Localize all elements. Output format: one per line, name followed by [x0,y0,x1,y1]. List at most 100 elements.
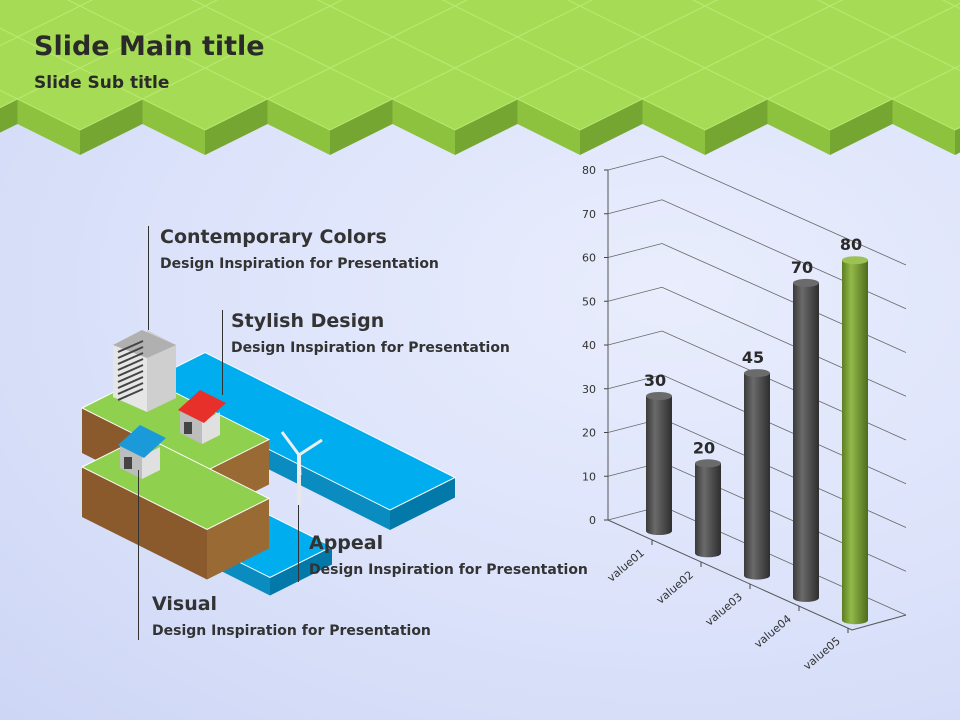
gridline [607,330,907,441]
tile-side [892,99,955,155]
tile-side [267,99,330,155]
water-tile-right [270,546,332,596]
building-window [117,346,144,359]
y-tick-label: 30 [582,383,596,396]
bar-value01 [646,396,672,535]
grass-tile-right [207,498,269,580]
y-tick-label: 50 [582,295,596,308]
tile-side [80,99,143,155]
tile-side [767,99,830,155]
tile-top [691,0,719,7]
tile-side [830,99,893,155]
building-window [117,364,144,377]
tile-side [642,99,705,155]
tile-side [17,99,80,155]
tile-side [955,127,960,155]
tile-side [705,99,768,155]
bar-top-value05 [842,256,868,265]
bar-top-value03 [744,369,770,378]
tile-top [953,64,960,72]
building-window [117,340,144,353]
x-tick-label: value01 [605,546,647,584]
feature-text: Design Inspiration for Presentation [231,340,510,356]
water-tile-top [138,351,457,511]
x-tick-label: value03 [703,590,745,628]
slide-title: Slide Main title [34,31,265,62]
data-label: 30 [644,371,666,390]
y-tick-label: 70 [582,208,596,221]
gridline [607,286,907,397]
tile-top [316,0,344,7]
x-tick-label: value05 [801,634,843,672]
y-tick-label: 60 [582,252,596,265]
feature-title: Appeal [309,532,384,554]
wind-turbine-tower [297,455,301,505]
data-label: 70 [791,258,813,277]
gridline [607,243,907,353]
gridline [607,199,907,310]
wind-turbine-blade [298,438,323,457]
y-tick-label: 0 [589,514,596,527]
feature-title: Contemporary Colors [160,226,387,248]
tile-side [392,99,455,155]
bar-top-value02 [695,459,721,468]
feature-text: Design Inspiration for Presentation [160,256,439,272]
x-tick-label: value02 [654,568,696,606]
building-window [117,370,144,383]
tile-top [816,0,844,7]
red-house-roof [178,390,226,423]
feature-text: Design Inspiration for Presentation [152,623,431,639]
tile-side [0,99,18,133]
feature-text: Design Inspiration for Presentation [309,562,588,578]
tile-top [953,2,960,10]
callout-line [222,310,223,395]
tile-side [517,99,580,155]
bar-value04 [793,282,819,602]
blue-house-door [124,457,132,469]
tile-side [580,99,643,155]
gridline [607,155,907,266]
building-window [117,388,144,401]
tile-top [941,0,960,7]
wind-turbine-blade [280,431,301,456]
tile-top [891,67,960,131]
x-tick-label: value04 [752,612,794,650]
callout-line [138,470,139,640]
y-tick-label: 80 [582,164,596,177]
building-window [117,382,144,395]
bar-value05 [842,260,868,625]
tile-side [330,99,393,155]
tile-side [455,99,518,155]
header-tile-pattern [0,0,960,155]
tile-top [566,0,594,7]
y-tick-label: 20 [582,427,596,440]
water-tile-right [390,477,455,530]
tile-top [191,0,219,7]
y-tick-label: 40 [582,339,596,352]
data-label: 45 [742,348,764,367]
tile-top [66,0,94,7]
bar-top-value01 [646,392,672,400]
feature-title: Visual [152,593,218,615]
building-roof [113,330,176,358]
grass-tile-left [82,467,207,580]
red-house-door [184,422,192,434]
callout-line [298,505,299,582]
feature-title: Stylish Design [231,310,385,332]
data-label: 80 [840,235,862,254]
building-window [117,376,144,389]
callout-line [148,226,149,330]
gridline [607,374,907,485]
y-tick-label: 10 [582,470,596,483]
building-window [117,352,144,365]
tile-top [441,0,469,7]
data-label: 20 [693,438,715,457]
wind-turbine-blade [297,454,302,476]
x-axis [607,519,907,631]
blue-house-roof [118,425,166,458]
bar-value02 [695,463,721,558]
bar-top-value04 [793,278,819,287]
tile-side [142,99,205,155]
